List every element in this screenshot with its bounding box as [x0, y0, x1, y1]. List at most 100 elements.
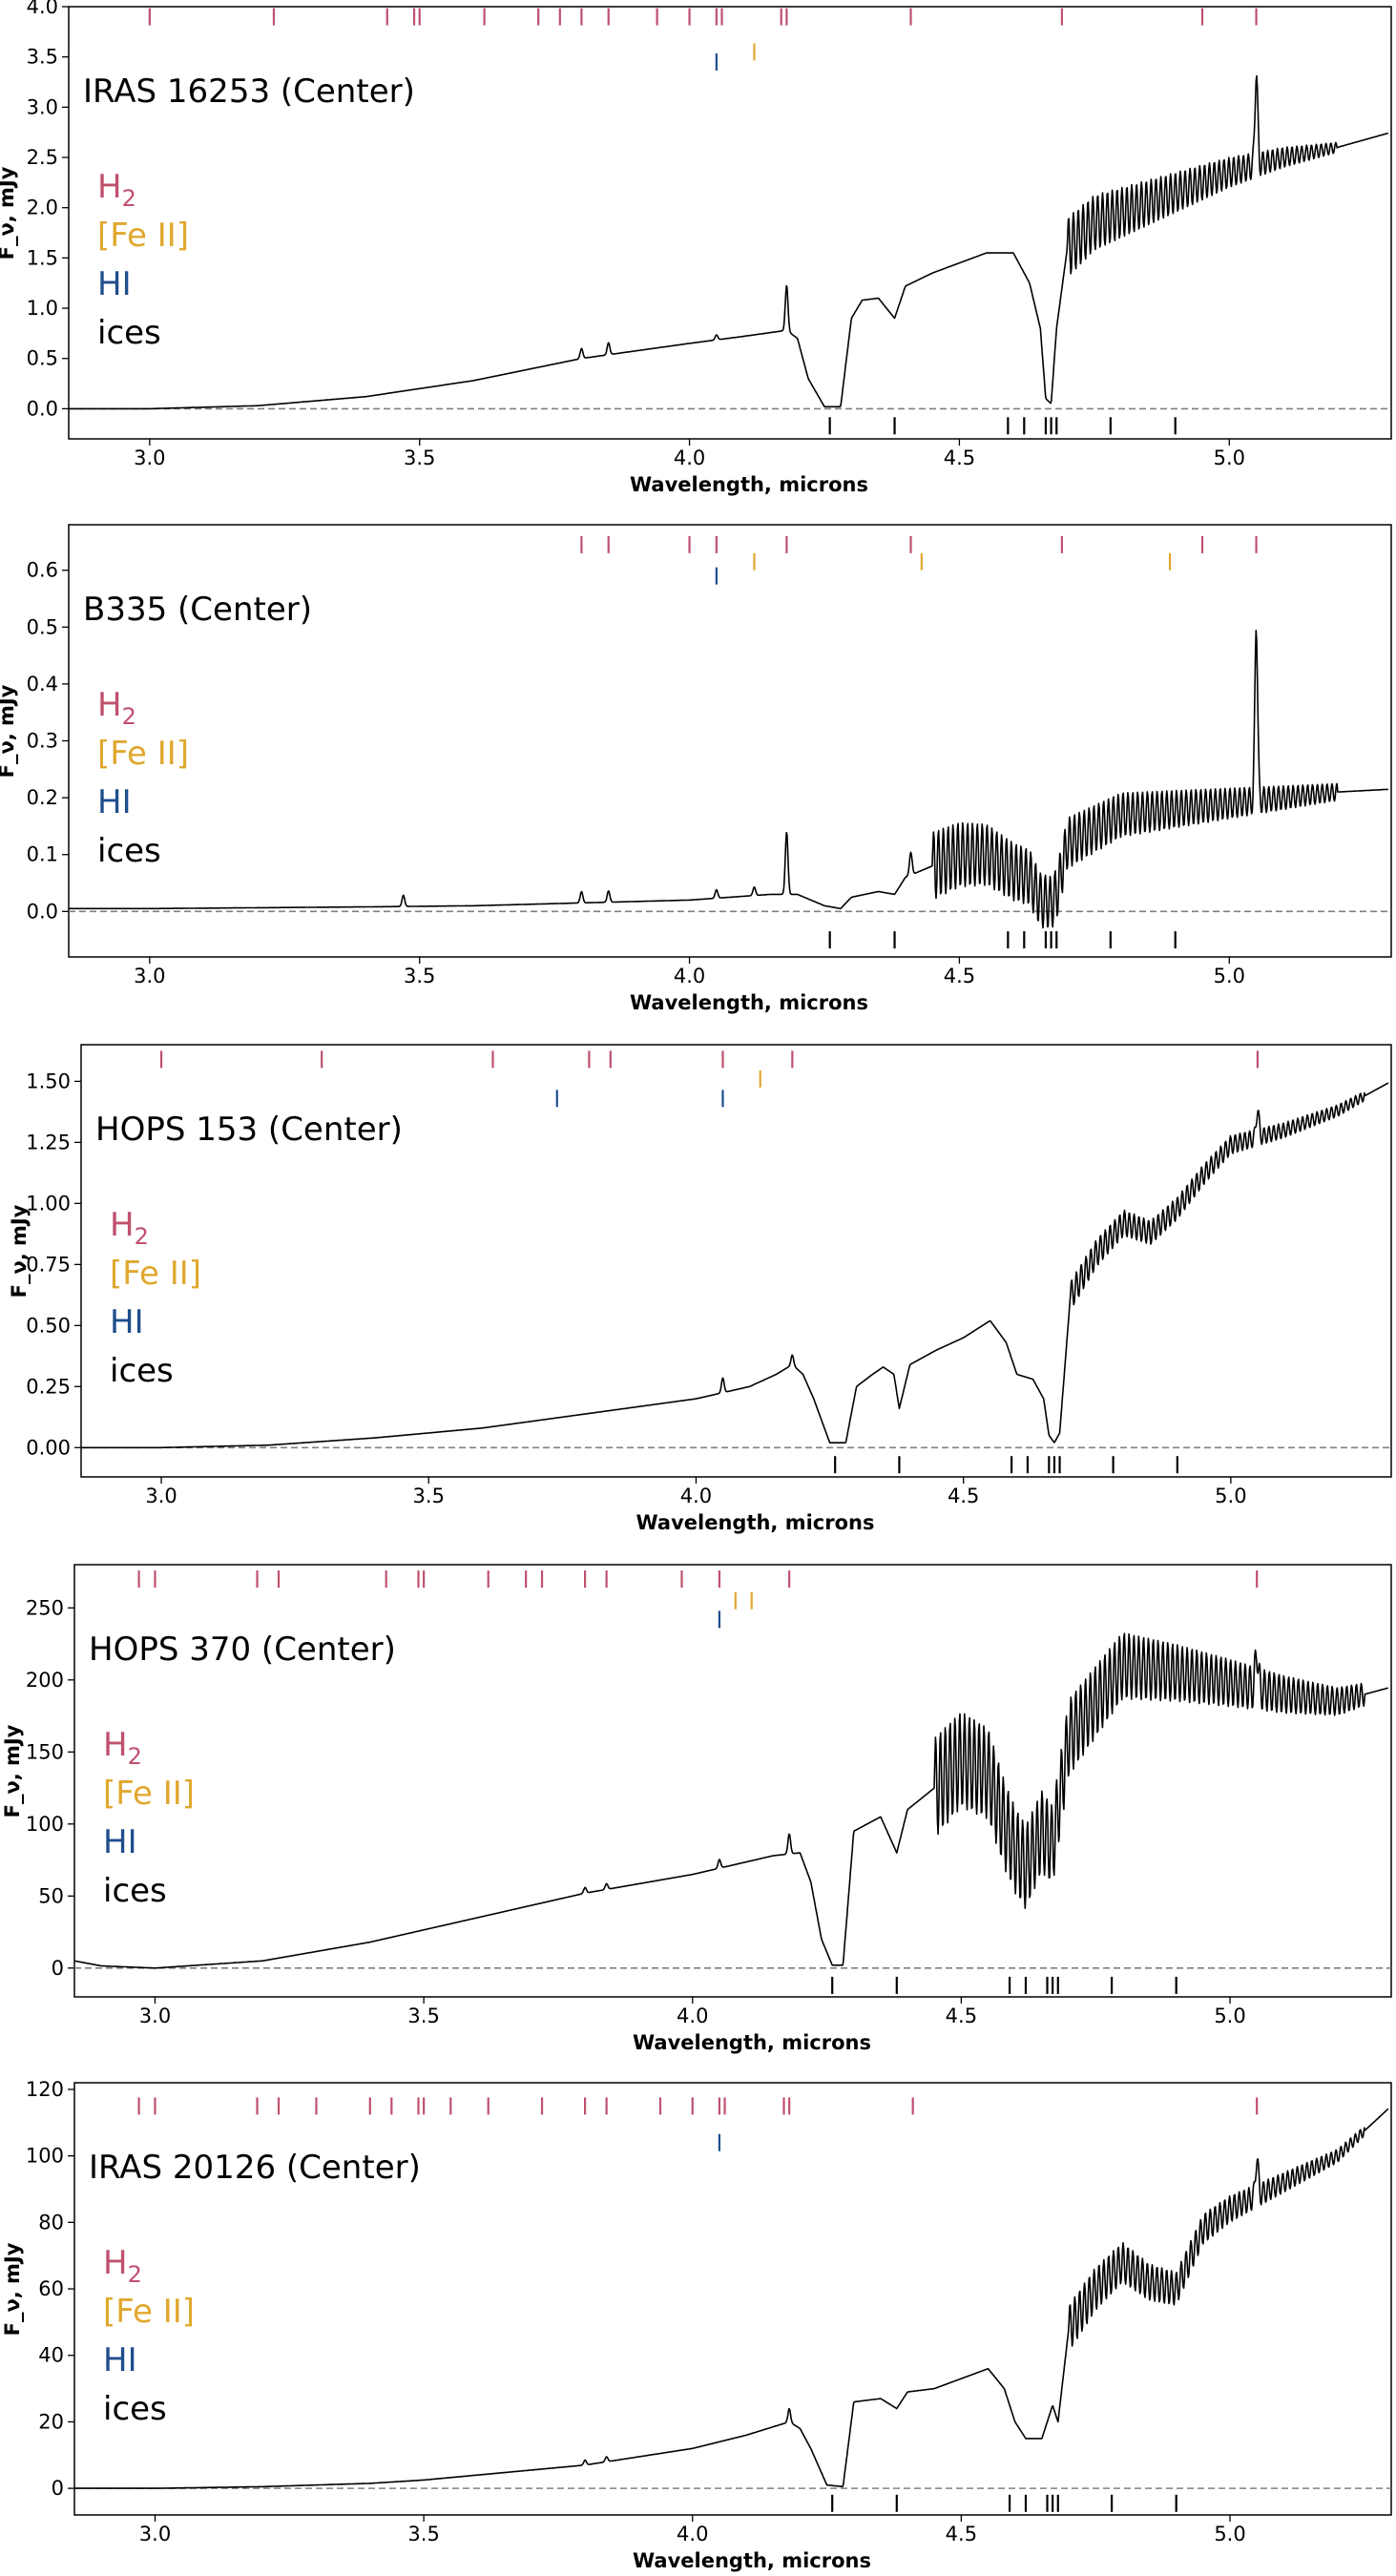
x-tick-label: 5.0	[1215, 1485, 1246, 1507]
legend-label: H	[97, 168, 122, 206]
x-tick-label: 5.0	[1214, 2005, 1245, 2027]
spectrum-panel: 3.0 3.5 4.0 4.5 5.0 0 20 40 60 80 100 120 Wavelength…	[1, 2078, 1392, 2572]
y-tick-label: 1.50	[26, 1070, 71, 1092]
legend-entry-HI: HI	[103, 2341, 137, 2379]
x-tick-label: 4.5	[944, 965, 975, 987]
x-tick-label: 5.0	[1214, 965, 1245, 987]
legend-entry-FeII: [Fe II]	[103, 1775, 195, 1813]
spectrum-line	[68, 74, 1389, 410]
legend-subscript: 2	[128, 1743, 142, 1770]
y-axis-label: F_ν, mJy	[0, 166, 18, 260]
x-tick-label: 4.5	[946, 2005, 977, 2027]
y-tick-label: 4.0	[27, 0, 58, 18]
y-tick-label: 120	[26, 2078, 64, 2101]
y-axis-label: F_ν, mJy	[1, 1724, 24, 1818]
y-tick-label: 1.00	[26, 1192, 71, 1215]
x-axis-label: Wavelength, microns	[630, 473, 868, 496]
spectrum-line	[73, 1632, 1389, 1969]
x-tick-label: 3.5	[404, 447, 435, 469]
legend-label: H	[110, 1206, 135, 1244]
y-tick-label: 60	[38, 2277, 64, 2300]
x-tick-label: 3.5	[407, 2005, 439, 2027]
y-tick-label: 0.0	[27, 900, 58, 923]
legend-label: HI	[110, 1303, 144, 1341]
legend-entry-ices: ices	[97, 832, 161, 870]
legend-entry-ices: ices	[97, 314, 161, 352]
y-tick-label: 0.2	[27, 786, 58, 809]
x-tick-label: 4.0	[674, 965, 705, 987]
legend-subscript: 2	[122, 703, 136, 730]
x-tick-label: 3.0	[134, 965, 165, 987]
y-tick-label: 0.00	[26, 1436, 71, 1459]
x-tick-label: 4.0	[674, 447, 705, 469]
y-tick-label: 200	[26, 1669, 64, 1692]
legend-entry-HI: HI	[103, 1823, 137, 1861]
legend-label: ices	[97, 314, 161, 352]
y-tick-label: 1.0	[27, 297, 58, 320]
y-tick-label: 3.5	[27, 46, 58, 69]
legend-entry-ices: ices	[110, 1352, 174, 1390]
legend-entry-ices: ices	[103, 1872, 167, 1910]
legend-entry-H2: H2	[103, 1726, 142, 1770]
plot-frame	[73, 2082, 1392, 2516]
x-tick-label: 4.5	[948, 1485, 979, 1507]
y-tick-label: 0.75	[26, 1253, 71, 1276]
spectrum-line	[68, 630, 1388, 929]
legend-label: H	[103, 1726, 128, 1764]
panel-title: IRAS 20126 (Center)	[89, 2149, 421, 2187]
y-axis-label: F_ν, mJy	[1, 2242, 24, 2336]
x-axis-label: Wavelength, microns	[633, 2549, 871, 2572]
legend-subscript: 2	[135, 1223, 149, 1250]
legend-entry-H2: H2	[110, 1206, 149, 1250]
x-tick-label: 4.0	[677, 2005, 708, 2027]
y-tick-label: 0.4	[27, 673, 58, 696]
legend-label: HI	[103, 1823, 137, 1861]
x-axis-label: Wavelength, microns	[633, 2031, 871, 2054]
y-tick-label: 0.6	[27, 559, 58, 582]
legend-label: [Fe II]	[97, 217, 189, 255]
legend-entry-HI: HI	[97, 265, 132, 303]
y-tick-label: 40	[38, 2344, 64, 2367]
x-tick-label: 3.0	[145, 1485, 177, 1507]
x-tick-label: 5.0	[1214, 447, 1245, 469]
y-tick-label: 1.25	[26, 1131, 71, 1153]
panel-title: IRAS 16253 (Center)	[83, 73, 415, 111]
plot-frame	[80, 1044, 1392, 1478]
legend-entry-HI: HI	[97, 783, 132, 821]
x-tick-label: 3.5	[404, 965, 435, 987]
x-tick-label: 4.0	[680, 1485, 712, 1507]
legend-entry-FeII: [Fe II]	[97, 735, 189, 773]
x-tick-label: 3.0	[139, 2523, 171, 2545]
x-tick-label: 4.5	[944, 447, 975, 469]
y-tick-label: 0.50	[26, 1314, 71, 1337]
legend-entry-FeII: [Fe II]	[110, 1255, 201, 1293]
y-tick-label: 50	[38, 1884, 64, 1907]
y-tick-label: 0.3	[27, 730, 58, 753]
legend-entry-ices: ices	[103, 2390, 167, 2428]
legend-label: ices	[110, 1352, 174, 1390]
spectrum-panel: 3.0 3.5 4.0 4.5 5.0 0.0 0.5 1.0 1.5 2.0 2.5 3.0 3.5 4…	[0, 0, 1392, 496]
y-tick-label: 2.0	[27, 197, 58, 219]
panel-title: HOPS 153 (Center)	[95, 1111, 403, 1149]
y-tick-label: 0	[52, 1957, 64, 1980]
legend-entry-H2: H2	[97, 168, 136, 212]
y-tick-label: 3.0	[27, 95, 58, 118]
x-axis-label: Wavelength, microns	[630, 991, 868, 1014]
y-tick-label: 0.0	[27, 397, 58, 420]
y-tick-label: 100	[26, 2145, 64, 2168]
y-tick-label: 0	[52, 2477, 64, 2500]
legend-subscript: 2	[128, 2261, 142, 2288]
y-axis-label: F_ν, mJy	[8, 1204, 31, 1298]
panel-title: HOPS 370 (Center)	[89, 1631, 396, 1669]
y-tick-label: 100	[26, 1813, 64, 1836]
legend-label: ices	[103, 1872, 167, 1910]
y-tick-label: 250	[26, 1596, 64, 1619]
spectrum-line	[80, 1082, 1389, 1449]
legend-label: ices	[97, 832, 161, 870]
spectrum-line	[73, 2108, 1389, 2489]
plot-frame	[73, 1564, 1392, 1998]
legend-label: H	[97, 686, 122, 724]
plot-frame	[68, 6, 1392, 440]
legend-label: ices	[103, 2390, 167, 2428]
legend-label: HI	[97, 265, 132, 303]
